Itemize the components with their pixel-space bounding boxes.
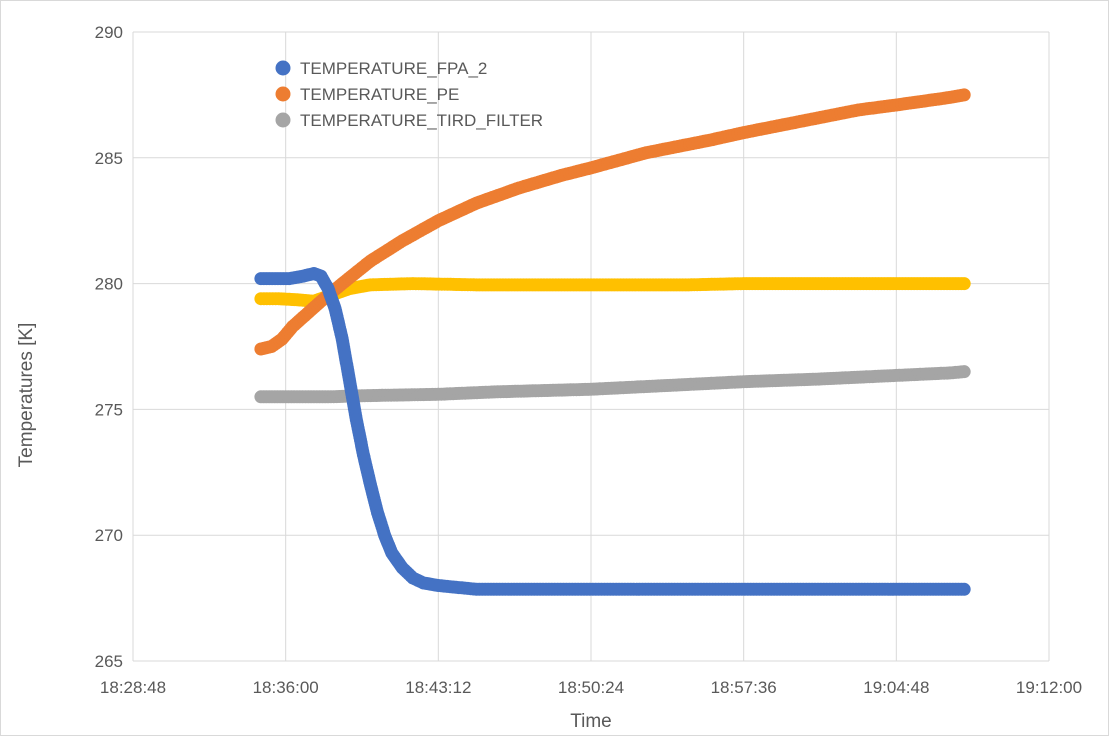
x-tick-label: 19:12:00 bbox=[1016, 678, 1082, 697]
legend-marker bbox=[275, 112, 291, 128]
series-temperature_fpa_2 bbox=[254, 267, 971, 596]
y-axis-title: Temperatures [K] bbox=[16, 323, 37, 468]
legend-label: TEMPERATURE_FPA_2 bbox=[300, 59, 487, 78]
y-tick-label: 285 bbox=[95, 149, 123, 168]
legend-marker bbox=[275, 60, 291, 76]
series-marker bbox=[957, 88, 971, 102]
plot-area bbox=[254, 88, 971, 596]
series-marker bbox=[957, 277, 971, 291]
series-marker bbox=[957, 365, 971, 379]
y-tick-label: 265 bbox=[95, 652, 123, 671]
y-tick-label: 275 bbox=[95, 400, 123, 419]
legend-marker bbox=[275, 86, 291, 102]
x-axis-title: Time bbox=[570, 711, 612, 732]
y-tick-label: 270 bbox=[95, 526, 123, 545]
series-temperature_pe bbox=[254, 88, 971, 356]
x-tick-label: 18:57:36 bbox=[711, 678, 777, 697]
x-tick-label: 18:43:12 bbox=[405, 678, 471, 697]
axis-ticks: 265 270 275 280 285 290 18:28:48 18:36:00 18:43:… bbox=[95, 23, 1082, 697]
x-tick-label: 18:36:00 bbox=[253, 678, 319, 697]
x-tick-label: 19:04:48 bbox=[863, 678, 929, 697]
series-temperature_tird_filter bbox=[254, 365, 971, 404]
x-tick-label: 18:50:24 bbox=[558, 678, 624, 697]
x-tick-label: 18:28:48 bbox=[100, 678, 166, 697]
y-tick-label: 280 bbox=[95, 275, 123, 294]
grid bbox=[132, 31, 1050, 662]
y-tick-label: 290 bbox=[95, 23, 123, 42]
series-marker bbox=[957, 582, 971, 596]
legend-label: TEMPERATURE_TIRD_FILTER bbox=[300, 111, 543, 130]
legend-label: TEMPERATURE_PE bbox=[300, 85, 459, 104]
legend: TEMPERATURE_FPA_2 TEMPERATURE_PE TEMPERATU… bbox=[275, 59, 543, 130]
